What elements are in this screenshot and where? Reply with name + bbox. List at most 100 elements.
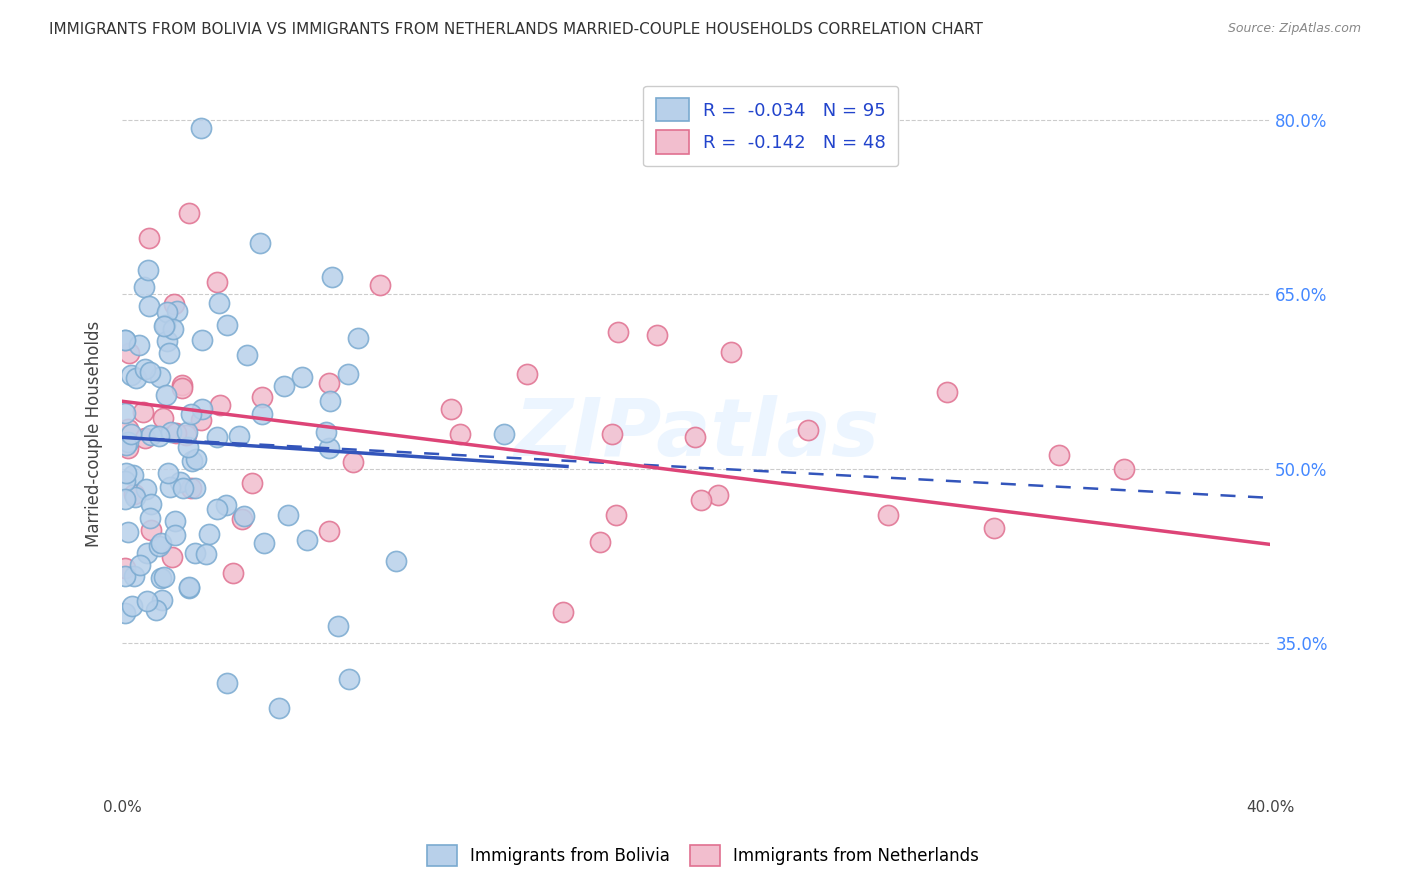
Point bbox=[114, 438, 136, 452]
Legend: R =  -0.034   N = 95, R =  -0.142   N = 48: R = -0.034 N = 95, R = -0.142 N = 48 bbox=[644, 86, 898, 166]
Point bbox=[180, 407, 202, 421]
Point bbox=[149, 571, 172, 585]
Point bbox=[689, 493, 711, 508]
Point bbox=[589, 535, 612, 549]
Point bbox=[177, 206, 200, 220]
Point bbox=[645, 327, 668, 342]
Point bbox=[114, 333, 136, 347]
Point bbox=[120, 426, 142, 441]
Point bbox=[135, 546, 157, 560]
Point bbox=[139, 428, 162, 442]
Point bbox=[138, 230, 160, 244]
Point bbox=[138, 511, 160, 525]
Point bbox=[228, 429, 250, 443]
Point bbox=[215, 499, 238, 513]
Point bbox=[232, 509, 254, 524]
Point bbox=[231, 512, 253, 526]
Point bbox=[551, 605, 574, 619]
Point bbox=[177, 580, 200, 594]
Point bbox=[138, 299, 160, 313]
Point bbox=[132, 405, 155, 419]
Point bbox=[128, 338, 150, 352]
Point bbox=[170, 378, 193, 392]
Point bbox=[222, 566, 245, 580]
Point bbox=[368, 278, 391, 293]
Point bbox=[720, 345, 742, 359]
Point bbox=[139, 365, 162, 379]
Point bbox=[315, 425, 337, 440]
Point bbox=[156, 305, 179, 319]
Text: Source: ZipAtlas.com: Source: ZipAtlas.com bbox=[1227, 22, 1361, 36]
Point bbox=[136, 263, 159, 277]
Point bbox=[191, 333, 214, 347]
Point bbox=[135, 594, 157, 608]
Point bbox=[165, 425, 187, 440]
Point bbox=[205, 430, 228, 444]
Point bbox=[114, 475, 136, 489]
Point bbox=[877, 508, 900, 522]
Point bbox=[124, 487, 146, 501]
Point bbox=[114, 568, 136, 582]
Point bbox=[114, 406, 136, 420]
Point bbox=[342, 455, 364, 469]
Point bbox=[190, 413, 212, 427]
Point bbox=[124, 490, 146, 504]
Point bbox=[117, 435, 139, 450]
Point bbox=[208, 398, 231, 412]
Point bbox=[148, 429, 170, 443]
Point bbox=[141, 523, 163, 537]
Point bbox=[184, 546, 207, 560]
Point bbox=[983, 521, 1005, 535]
Point bbox=[141, 497, 163, 511]
Point bbox=[208, 296, 231, 310]
Point bbox=[129, 558, 152, 572]
Point bbox=[114, 606, 136, 620]
Point bbox=[190, 120, 212, 135]
Point bbox=[291, 370, 314, 384]
Point bbox=[132, 280, 155, 294]
Point bbox=[269, 701, 291, 715]
Point bbox=[117, 422, 139, 436]
Point bbox=[605, 508, 627, 522]
Point bbox=[134, 362, 156, 376]
Point bbox=[198, 526, 221, 541]
Legend: Immigrants from Bolivia, Immigrants from Netherlands: Immigrants from Bolivia, Immigrants from… bbox=[420, 838, 986, 873]
Point bbox=[159, 480, 181, 494]
Point bbox=[236, 348, 259, 362]
Point bbox=[516, 367, 538, 381]
Point bbox=[120, 368, 142, 382]
Point bbox=[157, 346, 180, 360]
Point bbox=[184, 452, 207, 467]
Text: ZIPatlas: ZIPatlas bbox=[513, 395, 879, 473]
Point bbox=[166, 304, 188, 318]
Point bbox=[150, 592, 173, 607]
Point bbox=[153, 318, 176, 333]
Point bbox=[156, 467, 179, 481]
Point bbox=[118, 345, 141, 359]
Point bbox=[163, 296, 186, 310]
Point bbox=[190, 402, 212, 417]
Point bbox=[318, 441, 340, 455]
Point bbox=[145, 602, 167, 616]
Point bbox=[125, 371, 148, 385]
Point bbox=[134, 431, 156, 445]
Point bbox=[117, 441, 139, 455]
Point bbox=[150, 536, 173, 550]
Point bbox=[494, 427, 516, 442]
Point bbox=[249, 235, 271, 250]
Point bbox=[205, 501, 228, 516]
Y-axis label: Married-couple Households: Married-couple Households bbox=[86, 321, 103, 547]
Point bbox=[215, 675, 238, 690]
Point bbox=[326, 619, 349, 633]
Point bbox=[156, 334, 179, 348]
Point bbox=[797, 423, 820, 437]
Point bbox=[162, 322, 184, 336]
Point bbox=[122, 569, 145, 583]
Point bbox=[165, 528, 187, 542]
Point bbox=[170, 381, 193, 395]
Point bbox=[155, 388, 177, 402]
Point bbox=[347, 330, 370, 344]
Text: IMMIGRANTS FROM BOLIVIA VS IMMIGRANTS FROM NETHERLANDS MARRIED-COUPLE HOUSEHOLDS: IMMIGRANTS FROM BOLIVIA VS IMMIGRANTS FR… bbox=[49, 22, 983, 37]
Point bbox=[600, 426, 623, 441]
Point bbox=[683, 430, 706, 444]
